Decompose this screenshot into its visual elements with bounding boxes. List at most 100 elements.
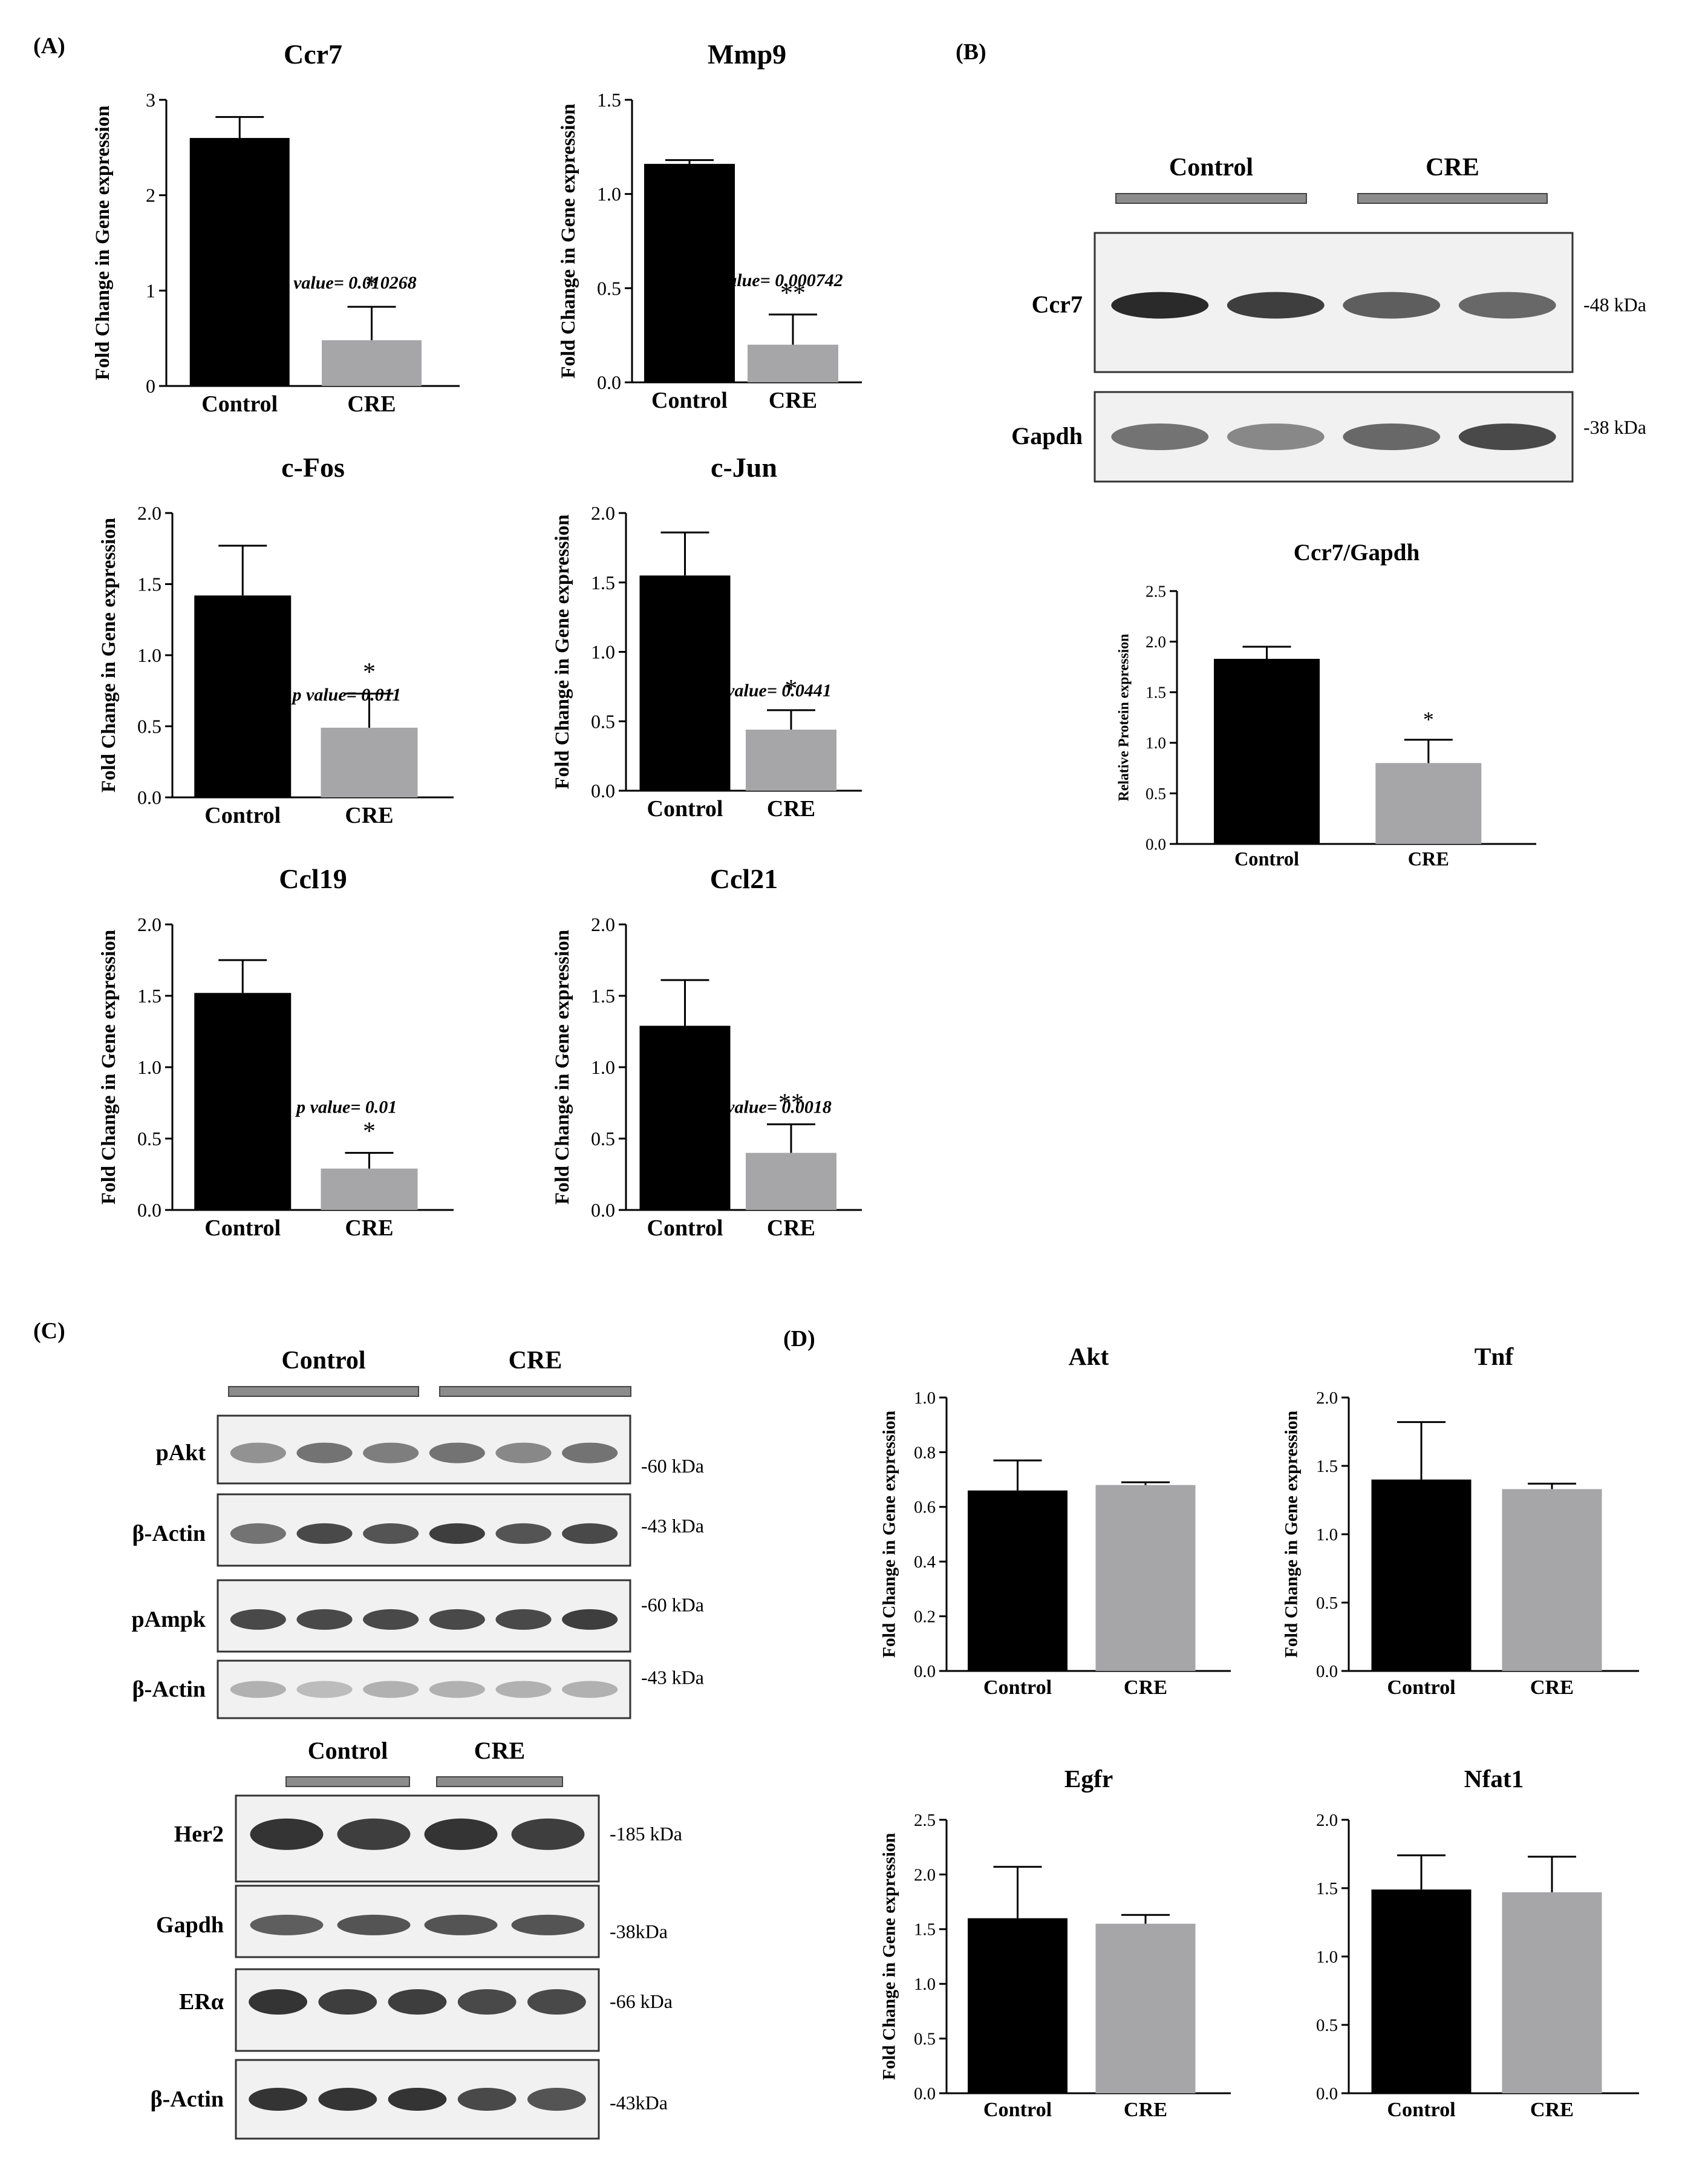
blot-row-label: β-Actin <box>151 2087 224 2112</box>
y-tick-label: 1 <box>146 280 155 301</box>
bar-control <box>644 163 735 382</box>
lane-group-bar <box>228 1386 419 1397</box>
significance-mark: ** <box>780 280 806 307</box>
panel-label-b: (B) <box>956 39 986 65</box>
blot-kda-label: -38 kDa <box>1583 416 1646 438</box>
blot-band <box>495 1609 552 1630</box>
bar-chart-5: 0.0 0.5 1.0 1.5 2.0 Ccl21 Fold Change in Gene … <box>552 863 862 1241</box>
p-value-label: p value= 0.000742 <box>704 270 843 290</box>
blot-band <box>1343 423 1441 450</box>
y-tick-label: 0.5 <box>591 710 615 732</box>
blot-band <box>230 1609 286 1630</box>
y-tick-label: 1.0 <box>591 1056 615 1078</box>
blot-band <box>429 1523 485 1544</box>
y-tick-label: 1.0 <box>591 641 615 663</box>
bar-control <box>968 1918 1068 2093</box>
blot-kda-label: -43kDa <box>610 2092 668 2114</box>
blot-group-label: Control <box>1169 154 1253 181</box>
p-value-label: p value= 0.01 <box>295 1097 397 1117</box>
chart-title: Ccl19 <box>279 863 347 894</box>
y-tick-label: 0 <box>146 375 155 397</box>
blot-group-label: Control <box>281 1347 365 1375</box>
blot-row-label: pAkt <box>156 1440 206 1466</box>
category-label: Control <box>204 803 281 828</box>
bar-control <box>189 138 290 387</box>
chart-title: Ccl21 <box>710 863 778 894</box>
category-label: CRE <box>769 388 817 413</box>
y-axis-label: Fold Change in Gene expression <box>1282 1410 1302 1658</box>
y-tick-label: 0.8 <box>914 1443 936 1462</box>
blot-group-label: Control <box>308 1737 388 1764</box>
y-tick-label: 0.0 <box>597 371 621 393</box>
lane-group-bar <box>439 1386 631 1397</box>
y-tick-label: 0.0 <box>591 780 615 802</box>
p-value-label: p value= 0.011 <box>291 685 402 705</box>
chart-title: c-Fos <box>281 452 345 483</box>
y-tick-label: 0.5 <box>1146 785 1166 803</box>
blot-c1: Control CRE pAkt -60 kDa β-Actin -43 kDa pAmpk… <box>132 1347 704 1719</box>
y-tick-label: 1.5 <box>137 985 161 1007</box>
y-axis-label: Fold Change in Gene expression <box>880 1832 899 2080</box>
category-label: CRE <box>1408 848 1449 870</box>
bar-chart-8: 0.0 0.5 1.0 1.5 2.0 Tnf Fold Change in Gene ex… <box>1282 1342 1639 1699</box>
blot-band <box>527 1989 586 2015</box>
y-tick-label: 1.5 <box>1316 1879 1338 1898</box>
bar-control <box>1371 1889 1472 2093</box>
y-tick-label: 0.5 <box>137 1128 161 1149</box>
y-tick-label: 1.0 <box>137 1056 161 1078</box>
y-axis-label: Fold Change in Gene expression <box>98 518 120 793</box>
blot-band <box>1458 423 1556 450</box>
category-label: Control <box>647 796 723 822</box>
blot-membrane <box>217 1579 631 1653</box>
blot-band <box>230 1681 286 1698</box>
bar-chart-3: 0.0 0.5 1.0 1.5 2.0 c-Jun Fold Change in Gene … <box>552 452 862 822</box>
y-tick-label: 2 <box>146 185 155 206</box>
blot-band <box>457 1989 517 2015</box>
blot-band <box>318 1989 377 2015</box>
category-label: Control <box>204 1215 281 1241</box>
blot-band <box>429 1681 485 1698</box>
blot-band <box>429 1442 485 1463</box>
y-tick-label: 0.5 <box>1316 2016 1338 2035</box>
blot-group-label: CRE <box>1426 154 1479 181</box>
blot-band <box>527 2088 586 2111</box>
bar-control <box>194 595 292 797</box>
y-tick-label: 2.5 <box>1146 582 1166 600</box>
blot-row-label: Gapdh <box>156 1912 224 1938</box>
chart-title: Egfr <box>1064 1765 1113 1793</box>
blot-kda-label: -66 kDa <box>610 1990 673 2012</box>
panel-label-d: (D) <box>783 1326 815 1352</box>
blot-band <box>1343 292 1441 319</box>
y-tick-label: 0.4 <box>914 1552 936 1572</box>
blot-row-label: ERα <box>179 1989 224 2015</box>
p-value-label: p value= 0.0441 <box>711 681 832 701</box>
category-label: Control <box>1234 848 1299 870</box>
blot-band <box>296 1609 353 1630</box>
y-tick-label: 0.5 <box>597 277 621 299</box>
y-tick-label: 2.0 <box>591 914 615 935</box>
y-tick-label: 0.0 <box>1316 1662 1338 1681</box>
blot-band <box>230 1442 286 1463</box>
blot-band <box>495 1442 552 1463</box>
chart-title: Mmp9 <box>708 39 786 70</box>
lane-group-bar <box>436 1776 563 1787</box>
significance-mark: * <box>363 1118 376 1146</box>
bar-cre <box>1095 1485 1196 1671</box>
blot-band <box>296 1681 353 1698</box>
bar-chart-6: 0.0 0.5 1.0 1.5 2.0 2.5 Ccr7/Gapdh Relative Pro… <box>1116 540 1536 870</box>
blot-row-label: β-Actin <box>132 1677 206 1702</box>
blot-band <box>511 1914 585 1935</box>
blot-band <box>363 1442 419 1463</box>
p-value-label: p value= 0.010268 <box>278 273 417 293</box>
category-label: CRE <box>347 391 396 417</box>
y-tick-label: 1.5 <box>1146 684 1166 702</box>
blot-band <box>1111 423 1209 450</box>
y-tick-label: 2.0 <box>1146 633 1166 651</box>
category-label: Control <box>983 2099 1052 2121</box>
blot-band <box>296 1523 353 1544</box>
blot-band <box>562 1609 618 1630</box>
blot-kda-label: -43 kDa <box>641 1667 704 1689</box>
blot-row-label: Ccr7 <box>1032 291 1083 318</box>
blot-band <box>250 1818 324 1850</box>
blot-band <box>1458 292 1556 319</box>
